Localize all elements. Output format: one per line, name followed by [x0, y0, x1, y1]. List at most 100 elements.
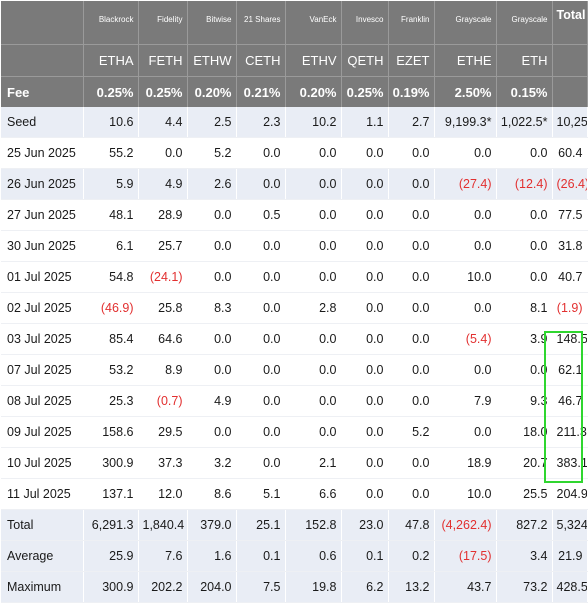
value-cell: 0.1	[341, 540, 389, 572]
row-label: Total	[1, 509, 84, 541]
value-cell: 0.0	[236, 261, 286, 293]
value-cell: 0.0	[236, 447, 286, 479]
value-cell: 25.9	[83, 540, 139, 572]
value-cell: 0.0	[341, 478, 389, 510]
issuer-cell: Invesco	[341, 1, 389, 45]
value-cell: 2.1	[285, 447, 342, 479]
value-cell: 0.0	[187, 416, 237, 448]
value-cell: 5.1	[236, 478, 286, 510]
value-cell: 0.0	[496, 199, 553, 231]
value-cell: 12.0	[138, 478, 188, 510]
value-cell: 7.9	[434, 385, 497, 417]
value-cell: 0.0	[285, 354, 342, 386]
ticker-cell: EZET	[388, 44, 435, 77]
fee-cell: 2.50%	[434, 76, 497, 107]
ticker-cell: CETH	[236, 44, 286, 77]
value-cell: 0.0	[341, 416, 389, 448]
value-cell: 2.8	[285, 292, 342, 324]
row-label: 03 Jul 2025	[1, 323, 84, 355]
value-cell: (0.7)	[138, 385, 188, 417]
total-cell: 60.4	[552, 137, 588, 169]
value-cell: 10.2	[285, 107, 342, 138]
total-cell: 21.9	[552, 540, 588, 572]
ticker-header-row: ETHA FETH ETHW CETH ETHV QETH EZET ETHE ETH	[1, 44, 588, 77]
fee-label: Fee	[1, 76, 84, 107]
value-cell: 0.5	[236, 199, 286, 231]
value-cell: 0.0	[434, 230, 497, 262]
value-cell: 55.2	[83, 137, 139, 169]
value-cell: 4.9	[187, 385, 237, 417]
value-cell: 0.2	[388, 540, 435, 572]
value-cell: 300.9	[83, 447, 139, 479]
value-cell: 6,291.3	[83, 509, 139, 541]
value-cell: 0.0	[388, 478, 435, 510]
value-cell: 0.0	[341, 137, 389, 169]
value-cell: 64.6	[138, 323, 188, 355]
value-cell: 85.4	[83, 323, 139, 355]
row-label: 25 Jun 2025	[1, 137, 84, 169]
value-cell: 73.2	[496, 571, 553, 603]
value-cell: 0.0	[236, 385, 286, 417]
value-cell: 1,840.4	[138, 509, 188, 541]
value-cell: 25.3	[83, 385, 139, 417]
total-cell: 77.5	[552, 199, 588, 231]
value-cell: 0.0	[341, 354, 389, 386]
ticker-cell: ETH	[496, 44, 553, 77]
value-cell: 0.0	[187, 323, 237, 355]
total-cell: 62.1	[552, 354, 588, 386]
row-label: 09 Jul 2025	[1, 416, 84, 448]
value-cell: 0.0	[285, 168, 342, 200]
value-cell: 7.5	[236, 571, 286, 603]
value-cell: 2.6	[187, 168, 237, 200]
value-cell: (24.1)	[138, 261, 188, 293]
total-cell: 383.1	[552, 447, 588, 479]
value-cell: 10.6	[83, 107, 139, 138]
value-cell: 0.0	[285, 137, 342, 169]
value-cell: 0.0	[434, 416, 497, 448]
value-cell: (27.4)	[434, 168, 497, 200]
row-label: 07 Jul 2025	[1, 354, 84, 386]
value-cell: 0.0	[187, 261, 237, 293]
value-cell: 0.0	[434, 199, 497, 231]
value-cell: 0.0	[434, 137, 497, 169]
total-cell: 10,255	[552, 107, 588, 138]
value-cell: 25.8	[138, 292, 188, 324]
value-cell: 0.0	[434, 354, 497, 386]
value-cell: 0.0	[236, 354, 286, 386]
table-row: 09 Jul 2025 158.6 29.5 0.0 0.0 0.0 0.0 5.2 0.0 18…	[1, 416, 588, 448]
total-cell: (1.9)	[552, 292, 588, 324]
value-cell: 0.0	[236, 416, 286, 448]
value-cell: 54.8	[83, 261, 139, 293]
row-label: 30 Jun 2025	[1, 230, 84, 262]
table-row: 07 Jul 2025 53.2 8.9 0.0 0.0 0.0 0.0 0.0 0.0 0.0 6…	[1, 354, 588, 386]
value-cell: 0.0	[388, 385, 435, 417]
value-cell: 0.0	[341, 199, 389, 231]
fee-cell: 0.15%	[496, 76, 553, 107]
total-cell: 148.5	[552, 323, 588, 355]
value-cell: 0.6	[285, 540, 342, 572]
value-cell: 25.1	[236, 509, 286, 541]
value-cell: 28.9	[138, 199, 188, 231]
value-cell: 2.3	[236, 107, 286, 138]
value-cell: 0.0	[236, 292, 286, 324]
value-cell: 0.0	[388, 137, 435, 169]
total-cell: 428.5	[552, 571, 588, 603]
ticker-cell: ETHW	[187, 44, 237, 77]
value-cell: 4.4	[138, 107, 188, 138]
value-cell: 29.5	[138, 416, 188, 448]
value-cell: 53.2	[83, 354, 139, 386]
fee-row: Fee 0.25% 0.25% 0.20% 0.21% 0.20% 0.25% 0.19% 2…	[1, 76, 588, 107]
corner-cell	[1, 44, 84, 77]
issuer-cell: Franklin	[388, 1, 435, 45]
value-cell: 137.1	[83, 478, 139, 510]
value-cell: 48.1	[83, 199, 139, 231]
row-label: 01 Jul 2025	[1, 261, 84, 293]
fee-cell: 0.20%	[285, 76, 342, 107]
value-cell: 23.0	[341, 509, 389, 541]
value-cell: 0.0	[388, 230, 435, 262]
value-cell: 0.0	[285, 230, 342, 262]
value-cell: 0.0	[496, 137, 553, 169]
value-cell: (5.4)	[434, 323, 497, 355]
value-cell: (4,262.4)	[434, 509, 497, 541]
value-cell: 10.0	[434, 478, 497, 510]
